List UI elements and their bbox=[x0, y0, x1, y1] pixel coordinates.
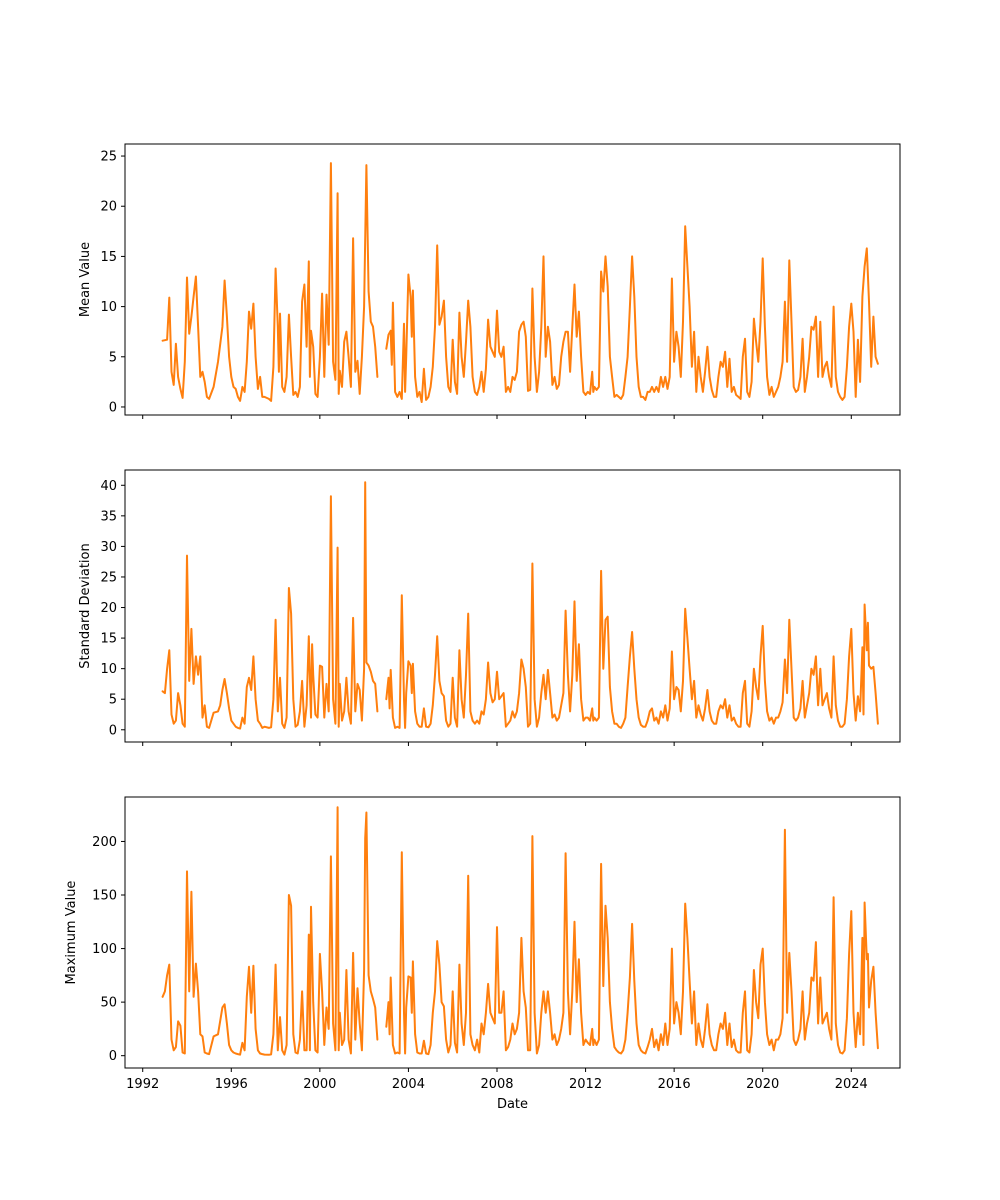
maximum-value-series-line bbox=[161, 806, 379, 1056]
maximum-value-x-tick-label: 2008 bbox=[480, 1077, 513, 1092]
standard-deviation-series-line bbox=[385, 562, 879, 729]
maximum-value-x-tick-label: 2004 bbox=[392, 1077, 425, 1092]
standard-deviation-y-axis-label: Standard Deviation bbox=[78, 543, 93, 668]
x-axis-label: Date bbox=[497, 1097, 528, 1112]
maximum-value-y-tick-label: 50 bbox=[100, 996, 117, 1011]
mean-value-series-line bbox=[385, 225, 879, 403]
standard-deviation-y-tick-label: 10 bbox=[100, 662, 117, 677]
standard-deviation-y-tick-label: 25 bbox=[100, 570, 117, 585]
maximum-value-x-tick-label: 2000 bbox=[303, 1077, 336, 1092]
maximum-value-panel: 0 50 100 150 200 1992 1996 2000 2004 2008 2012 2016… bbox=[64, 796, 901, 1112]
mean-value-y-tick-label: 0 bbox=[109, 400, 117, 415]
maximum-value-x-tick-label: 1996 bbox=[215, 1077, 248, 1092]
standard-deviation-y-tick-label: 35 bbox=[100, 509, 117, 524]
maximum-value-y-tick-label: 200 bbox=[92, 835, 117, 850]
mean-value-y-tick-label: 15 bbox=[100, 250, 117, 265]
maximum-value-x-tick-label: 2012 bbox=[569, 1077, 602, 1092]
maximum-value-series-line bbox=[385, 828, 879, 1056]
standard-deviation-y-tick-label: 5 bbox=[109, 693, 117, 708]
mean-value-y-tick-label: 10 bbox=[100, 300, 117, 315]
maximum-value-x-tick-label: 2016 bbox=[658, 1077, 691, 1092]
mean-value-y-tick-label: 25 bbox=[100, 150, 117, 165]
maximum-value-x-tick-label: 2020 bbox=[746, 1077, 779, 1092]
standard-deviation-panel: 0 5 10 15 20 25 30 35 40 Standard Deviation bbox=[78, 469, 901, 746]
standard-deviation-y-tick-label: 0 bbox=[109, 723, 117, 738]
standard-deviation-series-line bbox=[161, 481, 379, 730]
standard-deviation-y-tick-label: 20 bbox=[100, 601, 117, 616]
standard-deviation-y-tick-label: 15 bbox=[100, 632, 117, 647]
mean-value-panel: 0 5 10 15 20 25 Mean Value bbox=[78, 143, 901, 419]
maximum-value-y-axis-label: Maximum Value bbox=[64, 881, 79, 985]
standard-deviation-y-tick-label: 40 bbox=[100, 479, 117, 494]
maximum-value-y-tick-label: 0 bbox=[109, 1049, 117, 1064]
standard-deviation-y-tick-label: 30 bbox=[100, 540, 117, 555]
standard-deviation-axes-frame bbox=[124, 469, 901, 743]
mean-value-y-tick-label: 5 bbox=[109, 350, 117, 365]
mean-value-axes-frame bbox=[124, 143, 901, 416]
maximum-value-x-tick-label: 2024 bbox=[835, 1077, 868, 1092]
mean-value-y-tick-label: 20 bbox=[100, 200, 117, 215]
maximum-value-axes-frame bbox=[124, 796, 901, 1069]
maximum-value-x-tick-label: 1992 bbox=[126, 1077, 159, 1092]
mean-value-y-axis-label: Mean Value bbox=[78, 242, 93, 317]
maximum-value-y-tick-label: 100 bbox=[92, 942, 117, 957]
mean-value-series-line bbox=[161, 162, 379, 402]
maximum-value-y-tick-label: 150 bbox=[92, 889, 117, 904]
